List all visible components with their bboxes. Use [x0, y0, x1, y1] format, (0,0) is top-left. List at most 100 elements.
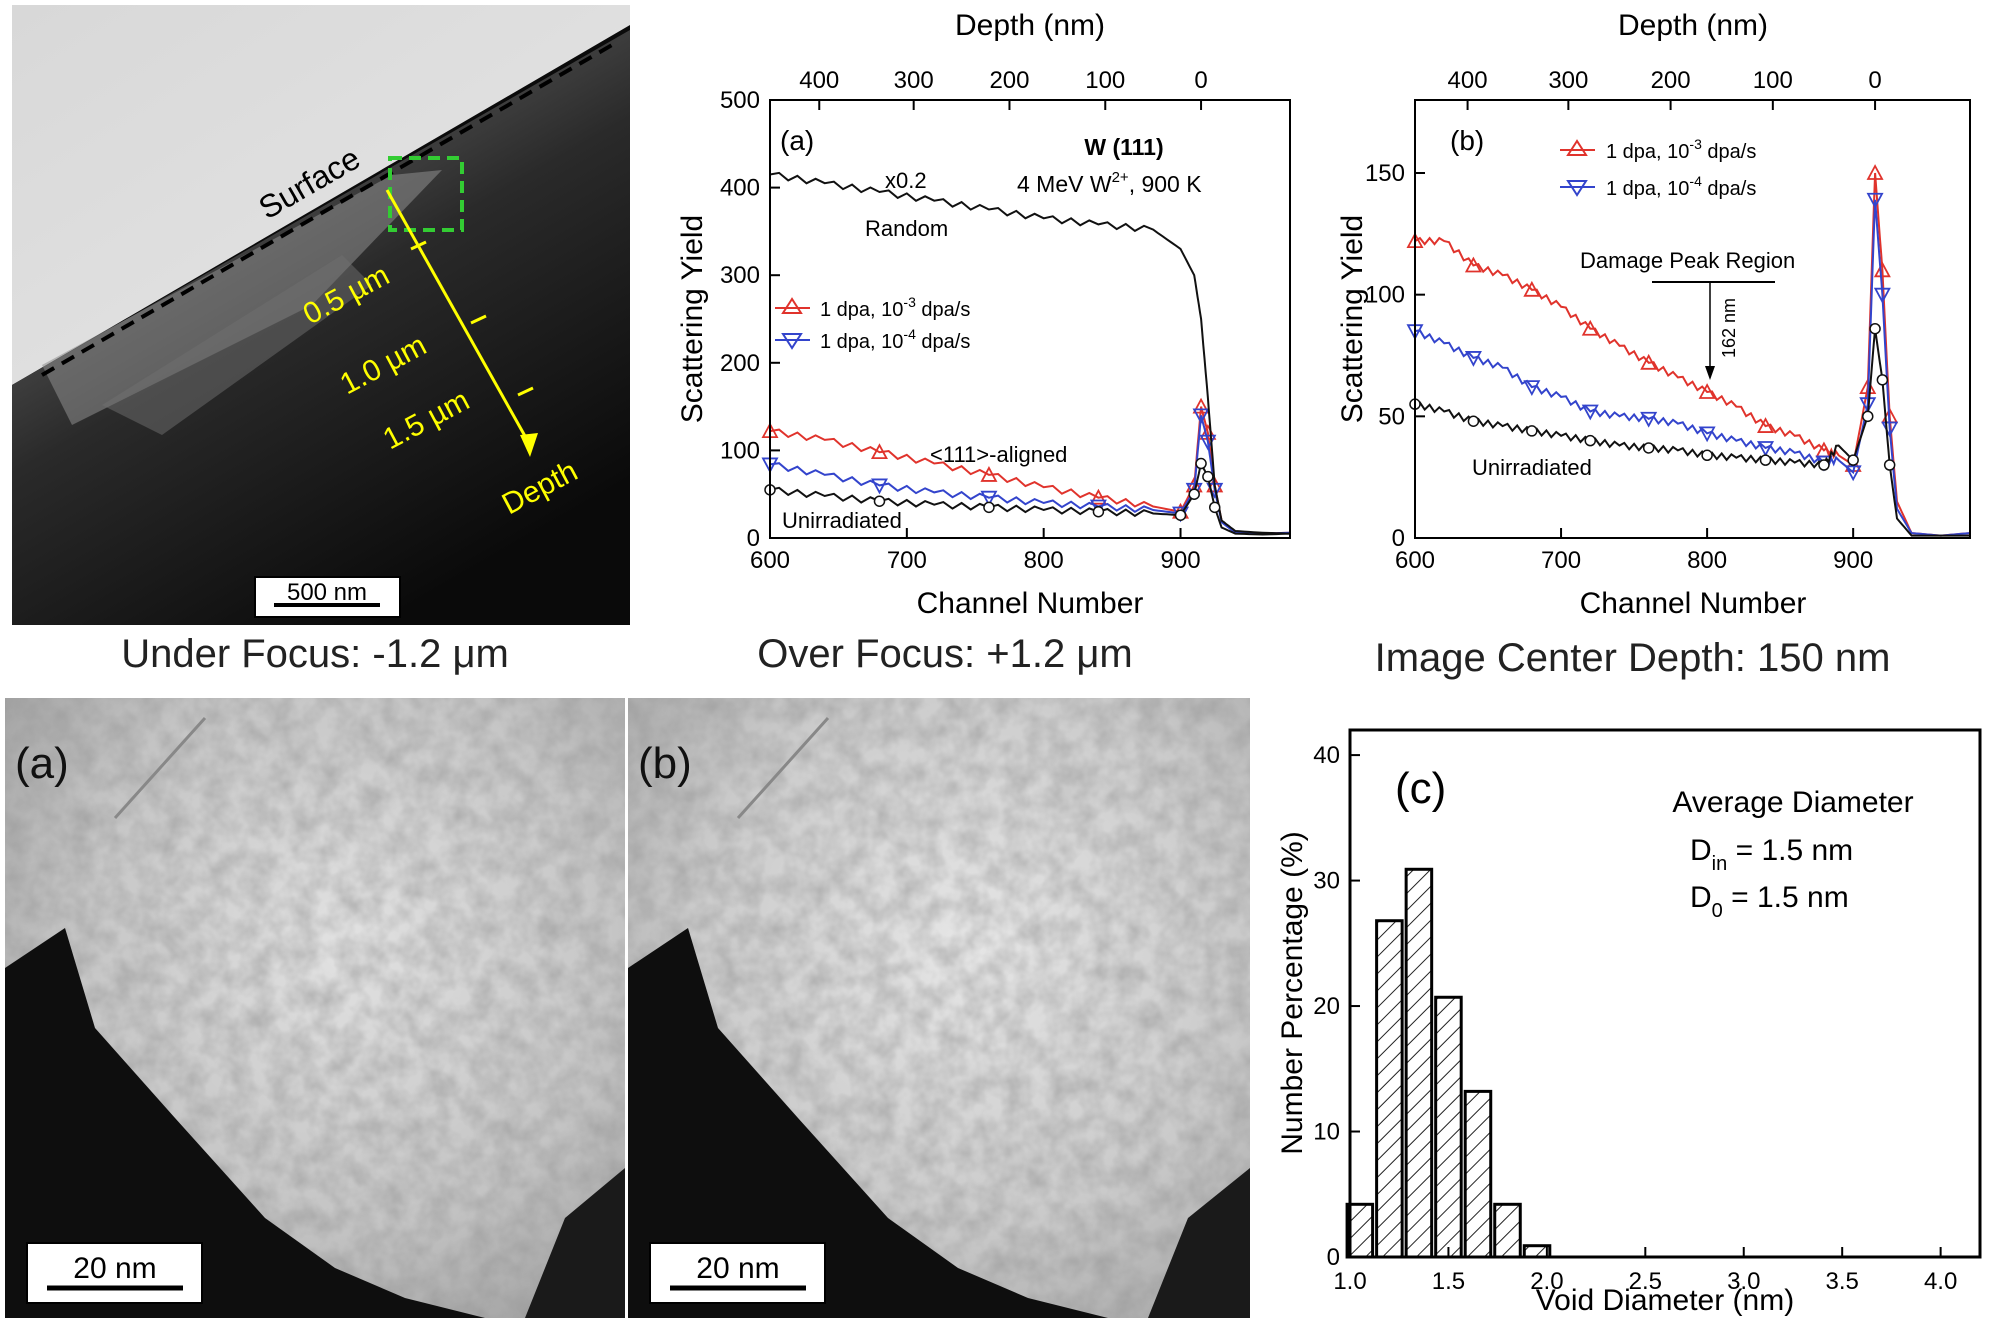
chart-b-series-1-point — [1844, 465, 1862, 482]
chart-a-legend-label-blue: 1 dpa, 10-4 dpa/s — [820, 326, 970, 353]
chart-a-series-1-point — [870, 478, 888, 495]
chart-b-series-0-point — [1464, 256, 1482, 273]
chart-b-series-1-point — [1464, 351, 1482, 367]
chart-a-legend: 1 dpa, 10-3 dpa/s 1 dpa, 10-4 dpa/s — [775, 294, 970, 353]
chart-b-series-0-point — [1523, 280, 1541, 297]
chart-a-marks — [761, 171, 1291, 536]
over-focus-title: Over Focus: +1.2 μm — [757, 632, 1133, 676]
chart-b-top-axis-label: Depth (nm) — [1618, 9, 1768, 42]
chart-a-top-tick-label: 0 — [1194, 67, 1207, 94]
chart-c-panel: 1.0 1.5 2.0 2.5 3.0 3.5 4.0 0 10 20 30 40 Void Diam… — [1260, 700, 2000, 1318]
chart-b-panel-label: (b) — [1450, 125, 1484, 156]
scale-bar-label: 500 nm — [287, 579, 367, 606]
chart-a-series-3-point — [983, 501, 995, 514]
chart-b-series-1-point — [1698, 426, 1716, 443]
chart-a-series-3-point — [1174, 509, 1187, 521]
chart-b-unirradiated-label: Unirradiated — [1472, 455, 1592, 480]
chart-b-legend-label-red: 1 dpa, 10-3 dpa/s — [1606, 136, 1756, 163]
chart-a-legend-marker-blue — [781, 333, 803, 350]
chart-a-y-tick-label: 100 — [720, 437, 760, 464]
chart-b-axes: 600 700 800 900 0 50 100 150 400 300 200 100 0 — [1365, 67, 1882, 574]
chart-a-panel-label: (a) — [780, 125, 814, 156]
under-focus-image: (a) 20 nm — [5, 698, 625, 1318]
chart-c-frame — [1348, 728, 1982, 1259]
under-focus-panel-label: (a) — [15, 739, 69, 788]
chart-b-series-2-point — [1526, 425, 1538, 437]
chart-b-series-2-point — [1467, 415, 1480, 427]
tem-cross-section-panel: Surface 0.5 µm 1.0 µm 1.5 µm Depth 500 n… — [12, 5, 630, 625]
chart-b-x-tick-label: 600 — [1395, 547, 1435, 574]
chart-b-frame — [1414, 99, 1971, 539]
chart-c-y-tick-label: 0 — [1327, 1244, 1340, 1271]
chart-a-top-tick-label: 200 — [989, 67, 1029, 94]
under-focus-scale-box — [26, 1242, 203, 1304]
chart-a-y-tick-label: 200 — [720, 350, 760, 377]
chart-a-y-tick-label: 300 — [720, 262, 760, 289]
chart-a-series-line-2 — [769, 171, 1291, 535]
chart-b-x-tick-label: 800 — [1687, 547, 1727, 574]
chart-c-bar — [1375, 919, 1404, 1259]
under-focus-scale-label: 20 nm — [73, 1252, 156, 1285]
chart-a-series-0-point — [870, 443, 888, 460]
chart-a-series-0-point — [980, 466, 998, 482]
chart-b-series-0-point — [1873, 261, 1891, 278]
chart-a-series-3-point — [1188, 488, 1200, 500]
chart-b-series-2-point — [1759, 454, 1772, 466]
chart-c-marks — [1345, 867, 1552, 1259]
chart-c-y-tick-label: 30 — [1313, 868, 1340, 895]
chart-a-y-tick-label: 500 — [720, 87, 760, 114]
chart-c-bar — [1463, 1089, 1493, 1259]
chart-b-legend-marker-blue — [1566, 180, 1588, 197]
chart-b-series-1-point — [1581, 404, 1599, 421]
chart-b-series-1-point — [1866, 192, 1884, 209]
chart-a-y-tick-label: 400 — [720, 175, 760, 202]
chart-b-series-1-point — [1640, 411, 1658, 428]
chart-a-legend-marker-red — [781, 297, 803, 314]
chart-a-top-tick-label: 100 — [1085, 67, 1125, 94]
chart-c-x-tick-label: 3.0 — [1727, 1268, 1760, 1295]
chart-c-bar — [1404, 867, 1434, 1259]
over-focus-image: (b) 20 nm — [628, 698, 1250, 1318]
chart-c-x-tick-label: 2.5 — [1629, 1268, 1662, 1295]
chart-b-series-2-point — [1642, 442, 1655, 454]
chart-a-x-tick-label: 800 — [1024, 547, 1064, 574]
chart-c-bar — [1493, 1202, 1522, 1259]
chart-a-beam-label: 4 MeV W2+, 900 K — [1017, 169, 1202, 197]
chart-b-series-0-point — [1698, 383, 1716, 399]
chart-a-series-0-point — [1192, 397, 1210, 414]
chart-a-series-3-point — [1092, 505, 1105, 518]
chart-a-legend-label-red: 1 dpa, 10-3 dpa/s — [820, 294, 970, 321]
chart-b-series-2-point — [1869, 322, 1881, 335]
chart-b-y-tick-label: 0 — [1392, 525, 1405, 552]
chart-c-panel-label: (c) — [1395, 764, 1446, 813]
chart-b-series-line-0 — [1414, 172, 1971, 537]
chart-c-din-label: Din = 1.5 nm — [1690, 834, 1853, 875]
chart-a-x-axis-label: Channel Number — [917, 587, 1144, 620]
chart-b-legend-marker-red — [1566, 139, 1588, 156]
chart-b-series-2-point — [1847, 454, 1859, 466]
chart-b-y-axis-label: Scattering Yield — [1336, 215, 1369, 423]
chart-a-unirradiated-label: Unirradiated — [782, 508, 902, 533]
chart-c-y-tick-label: 10 — [1313, 1119, 1340, 1146]
chart-b-series-0-point — [1866, 164, 1884, 180]
chart-a-x-tick-label: 700 — [887, 547, 927, 574]
chart-b-series-2-point — [1818, 459, 1830, 471]
under-focus-title: Under Focus: -1.2 μm — [121, 632, 509, 676]
chart-a-series-3-point — [1208, 501, 1221, 514]
chart-b-series-1-point — [1873, 287, 1891, 304]
depth-arrow-head — [520, 433, 538, 457]
chart-b-series-1-point — [1757, 441, 1775, 457]
chart-b-svg: 600 700 800 900 0 50 100 150 400 300 200 100 0 Depth… — [1336, 9, 1971, 620]
chart-a-series-3-point — [1195, 457, 1207, 470]
chart-c-d0-label: D0 = 1.5 nm — [1690, 881, 1849, 922]
chart-a-frame — [769, 99, 1291, 539]
chart-a-aligned-label: <111>-aligned — [930, 442, 1067, 467]
chart-c-y-tick-label: 20 — [1313, 993, 1340, 1020]
over-focus-panel-label: (b) — [638, 739, 692, 788]
chart-a-sample-label: W (111) — [1084, 134, 1163, 160]
image-center-depth-title: Image Center Depth: 150 nm — [1374, 636, 1891, 680]
chart-b-y-tick-label: 100 — [1365, 282, 1405, 309]
chart-a-top-tick-label: 400 — [799, 67, 839, 94]
chart-a-top-tick-label: 300 — [894, 67, 934, 94]
chart-c-y-tick-label: 40 — [1313, 742, 1340, 769]
